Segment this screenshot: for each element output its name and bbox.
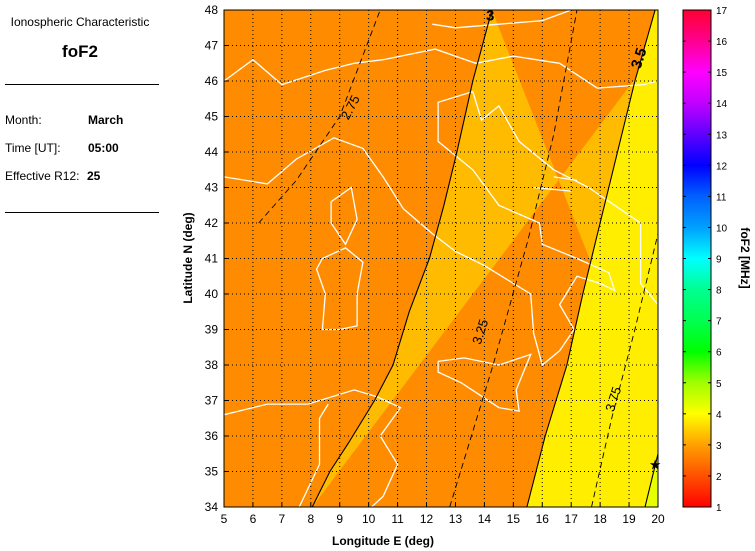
x-tick-label: 5 bbox=[221, 512, 228, 526]
y-tick-label: 47 bbox=[205, 39, 219, 53]
coastline bbox=[553, 176, 578, 182]
colorbar-tick-label: 17 bbox=[716, 6, 728, 17]
contour-3.75 bbox=[591, 233, 658, 507]
coastline bbox=[315, 247, 364, 331]
colorbar-tick-label: 9 bbox=[716, 255, 722, 266]
y-tick-label: 34 bbox=[205, 500, 219, 514]
x-tick-label: 8 bbox=[307, 512, 314, 526]
colorbar-tick-label: 6 bbox=[716, 348, 722, 359]
y-tick-label: 41 bbox=[205, 252, 219, 266]
time-label: Time [UT]: bbox=[5, 141, 61, 155]
characteristic-name: foF2 bbox=[62, 42, 98, 61]
coastline bbox=[298, 403, 329, 507]
colorbar-tick-label: 15 bbox=[716, 68, 728, 79]
contour-label: 3.25 bbox=[469, 317, 491, 346]
y-axis-label: Latitude N (deg) bbox=[181, 212, 195, 303]
coastline bbox=[224, 90, 658, 367]
colorbar-tick-label: 3 bbox=[716, 441, 722, 452]
band-3-to-3.5 bbox=[312, 10, 658, 507]
x-tick-label: 10 bbox=[362, 512, 376, 526]
month-label: Month: bbox=[5, 113, 42, 127]
coastline bbox=[330, 186, 358, 246]
colorbar-tick-label: 12 bbox=[716, 161, 728, 172]
colorbar-tick-label: 8 bbox=[716, 286, 722, 297]
x-tick-label: 12 bbox=[420, 512, 434, 526]
y-tick-label: 40 bbox=[205, 287, 219, 301]
star-marker-icon: ★ bbox=[649, 456, 662, 472]
y-tick-label: 43 bbox=[205, 181, 219, 195]
y-tick-label: 35 bbox=[205, 465, 219, 479]
contour-label: 3.75 bbox=[602, 385, 624, 414]
contour-label: 3 bbox=[486, 8, 494, 25]
colorbar-tick-label: 1 bbox=[716, 503, 722, 514]
colorbar-label: foF2 [MHz] bbox=[738, 227, 752, 288]
colorbar-tick-label: 14 bbox=[716, 99, 728, 110]
time-value: 05:00 bbox=[88, 141, 119, 155]
y-tick-label: 48 bbox=[205, 3, 219, 17]
colorbar-tick-label: 4 bbox=[716, 410, 722, 421]
y-tick-label: 45 bbox=[205, 110, 219, 124]
colorbar bbox=[682, 9, 712, 508]
colorbar-tick-label: 16 bbox=[716, 37, 728, 48]
contour-2.75 bbox=[258, 10, 381, 224]
y-tick-label: 44 bbox=[205, 145, 219, 159]
y-tick-label: 46 bbox=[205, 74, 219, 88]
y-tick-label: 42 bbox=[205, 216, 219, 230]
divider bbox=[5, 84, 159, 85]
x-tick-label: 13 bbox=[449, 512, 463, 526]
coastline bbox=[437, 353, 532, 412]
coastline bbox=[432, 10, 572, 29]
contour-3.5 bbox=[526, 10, 656, 507]
contour-3 bbox=[311, 10, 493, 507]
y-tick-label: 36 bbox=[205, 429, 219, 443]
x-tick-label: 9 bbox=[336, 512, 343, 526]
x-tick-label: 19 bbox=[622, 512, 636, 526]
x-tick-label: 7 bbox=[279, 512, 286, 526]
contours bbox=[258, 10, 658, 507]
x-tick-label: 14 bbox=[478, 512, 492, 526]
contour-4 bbox=[644, 453, 658, 507]
contour-label: 3.5 bbox=[628, 46, 651, 71]
x-tick-label: 15 bbox=[507, 512, 521, 526]
divider bbox=[5, 212, 159, 213]
colorbar-tick-label: 7 bbox=[716, 317, 722, 328]
month-value: March bbox=[88, 113, 124, 127]
coastlines bbox=[224, 10, 658, 507]
coastline bbox=[533, 186, 572, 192]
x-axis-label: Longitude E (deg) bbox=[332, 534, 434, 548]
colorbar-tick-label: 11 bbox=[716, 192, 727, 203]
y-tick-label: 39 bbox=[205, 323, 219, 337]
x-tick-label: 6 bbox=[250, 512, 257, 526]
x-tick-label: 18 bbox=[593, 512, 607, 526]
panel-heading: Ionospheric Characteristic bbox=[10, 15, 150, 29]
x-tick-label: 20 bbox=[651, 512, 665, 526]
colorbar-tick-label: 13 bbox=[716, 130, 728, 141]
x-tick-label: 16 bbox=[536, 512, 550, 526]
y-tick-label: 37 bbox=[205, 394, 219, 408]
coastline bbox=[224, 48, 658, 89]
r12-label: Effective R12: bbox=[5, 169, 80, 183]
colorbar-tick-label: 5 bbox=[716, 379, 722, 390]
grid bbox=[224, 10, 658, 507]
r12-value: 25 bbox=[87, 169, 101, 183]
colorbar-tick-label: 10 bbox=[716, 223, 728, 234]
coastline bbox=[224, 389, 402, 507]
x-tick-label: 11 bbox=[391, 512, 404, 526]
colorbar-tick-label: 2 bbox=[716, 472, 722, 483]
x-tick-label: 17 bbox=[565, 512, 579, 526]
y-tick-label: 38 bbox=[205, 358, 219, 372]
